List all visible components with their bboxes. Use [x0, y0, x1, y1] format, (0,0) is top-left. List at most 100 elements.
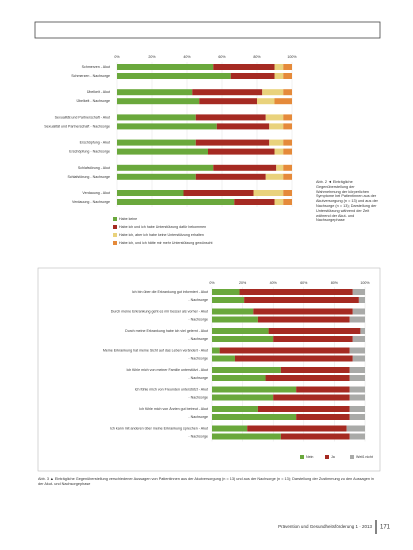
- bar-segment: [283, 89, 292, 96]
- bar-segment: [283, 148, 292, 155]
- category-label: Übelkeit - Nachsorge: [76, 99, 110, 103]
- legend-label: Ja: [331, 455, 335, 459]
- bar-segment: [273, 394, 350, 401]
- bar-segment: [216, 123, 270, 130]
- bar-segment: [283, 64, 292, 70]
- category-label: Schlafstörung - Nachsorge: [67, 175, 110, 179]
- legend-swatch: [113, 225, 117, 229]
- bar-segment: [212, 347, 220, 354]
- legend-swatch: [350, 455, 354, 459]
- bar-segment: [212, 328, 269, 334]
- bar-segment: [352, 336, 365, 342]
- legend-swatch: [113, 241, 117, 245]
- legend-swatch: [300, 455, 304, 459]
- legend-swatch: [113, 217, 117, 221]
- bar-segment: [117, 199, 235, 205]
- bar-segment: [296, 386, 350, 393]
- category-label: Übelkeit - Akut: [87, 90, 110, 94]
- x-tick-label: 40%: [270, 281, 278, 285]
- bar-segment: [262, 89, 284, 96]
- category-label: - Nachsorge: [188, 337, 208, 341]
- bar-segment: [212, 336, 274, 342]
- bar-segment: [283, 164, 292, 171]
- bar-segment: [212, 297, 245, 303]
- bar-segment: [212, 308, 254, 315]
- header-box: [34, 21, 381, 39]
- footer-journal: Prävention und Gesundheitsförderung 1 · …: [278, 524, 372, 529]
- legend-label: Weiß nicht: [356, 455, 373, 459]
- bar-segment: [212, 414, 297, 420]
- bar-segment: [274, 199, 284, 205]
- x-tick-label: 40%: [183, 55, 191, 59]
- legend-label: Nein: [306, 455, 313, 459]
- bar-segment: [265, 173, 284, 180]
- category-label: Schlafstörung - Akut: [78, 166, 110, 170]
- bar-segment: [212, 425, 248, 432]
- category-label: Verdauung - Akut: [82, 191, 110, 195]
- bar-segment: [283, 139, 292, 146]
- category-label: - Nachsorge: [188, 434, 208, 438]
- x-tick-label: 20%: [239, 281, 247, 285]
- bar-segment: [257, 406, 350, 412]
- bar-segment: [283, 114, 292, 121]
- bar-segment: [268, 328, 361, 334]
- x-tick-label: 60%: [300, 281, 308, 285]
- bar-segment: [265, 375, 350, 381]
- bar-segment: [244, 297, 359, 303]
- x-tick-label: 100%: [287, 55, 297, 59]
- category-label: Meine Erkrankung hat meine Sicht auf das…: [103, 348, 208, 352]
- category-label: - Nachsorge: [188, 376, 208, 380]
- bar-segment: [269, 123, 284, 130]
- bar-segment: [283, 199, 292, 205]
- bar-segment: [360, 328, 365, 334]
- bar-segment: [239, 289, 353, 295]
- bar-segment: [183, 190, 254, 196]
- x-tick-label: 0%: [114, 55, 120, 59]
- category-label: Durch meine Erkrankung habe ich viel gel…: [125, 329, 208, 333]
- bar-segment: [349, 347, 365, 354]
- bar-segment: [265, 114, 284, 121]
- category-label: Schmerzen - Akut: [82, 65, 110, 69]
- bar-segment: [195, 139, 270, 146]
- bar-segment: [269, 139, 284, 146]
- bar-segment: [274, 73, 284, 79]
- caption: Abb. 3 ▲ Einträgliche Gegenüberstellung …: [38, 477, 374, 486]
- bar-segment: [117, 64, 214, 70]
- bar-segment: [212, 386, 297, 393]
- bar-segment: [117, 114, 196, 121]
- bar-segment: [247, 425, 347, 432]
- category-label: Verdauung - Nachsorge: [72, 200, 110, 204]
- bar-segment: [212, 367, 281, 373]
- bar-segment: [283, 73, 292, 79]
- footer-page: 171: [380, 525, 391, 531]
- bar-segment: [283, 173, 292, 180]
- bar-segment: [117, 73, 231, 79]
- bar-segment: [208, 148, 275, 155]
- bar-segment: [352, 289, 365, 295]
- category-label: Ich fühle mich von Ärzten gut betreut - …: [139, 407, 208, 411]
- bar-segment: [349, 414, 365, 420]
- bar-segment: [296, 414, 350, 420]
- bar-segment: [273, 336, 353, 342]
- bar-segment: [117, 173, 196, 180]
- bar-segment: [352, 308, 365, 315]
- bar-segment: [117, 164, 214, 171]
- bar-segment: [195, 173, 266, 180]
- caption: Abb. 2 ◄ Einträgliche Gegenüberstellung …: [316, 180, 378, 223]
- bar-segment: [280, 367, 350, 373]
- bar-segment: [283, 190, 292, 196]
- x-tick-label: 60%: [218, 55, 226, 59]
- bar-segment: [349, 386, 365, 393]
- bar-segment: [358, 297, 365, 303]
- category-label: Ich bin über die Erkrankung gut informie…: [132, 290, 208, 294]
- category-label: - Nachsorge: [188, 415, 208, 419]
- category-label: Sexualität und Partnerschaft - Nachsorge: [44, 124, 110, 128]
- bar-segment: [117, 139, 196, 146]
- legend-label: Habe ich, aber ich habe keine Unterstütz…: [119, 233, 204, 237]
- bar-segment: [349, 367, 365, 373]
- x-tick-label: 80%: [253, 55, 261, 59]
- x-tick-label: 80%: [331, 281, 339, 285]
- category-label: Ich kann mit anderen über meine Erkranku…: [110, 426, 208, 430]
- x-tick-label: 0%: [209, 281, 215, 285]
